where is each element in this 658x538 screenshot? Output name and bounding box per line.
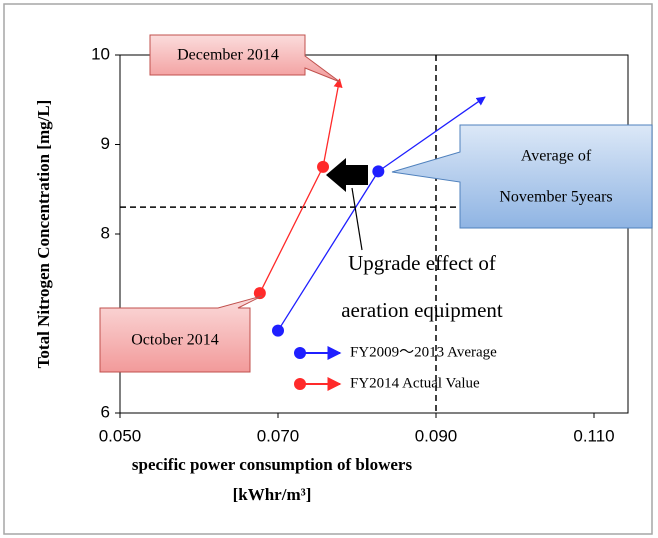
x-tick-label: 0.070 [257, 426, 300, 445]
x-tick-label: 0.050 [99, 426, 142, 445]
legend-marker [294, 347, 306, 359]
legend-label: FY2009～2013 Average [350, 344, 497, 360]
y-tick-label: 8 [101, 223, 110, 242]
point [272, 324, 284, 337]
callout [99, 295, 263, 373]
annotation: October 2014 [131, 332, 219, 349]
legend-marker [294, 378, 306, 390]
point [317, 160, 330, 173]
legend-label: FY2014 Actual Value [350, 375, 480, 391]
point [372, 165, 385, 178]
annotation: December 2014 [177, 47, 279, 64]
annotation: Average of [521, 148, 592, 165]
y-tick-label: 9 [101, 134, 110, 153]
y-tick-label: 6 [101, 402, 110, 421]
annotation: aeration equipment [341, 298, 503, 322]
effect-arrow [326, 158, 368, 192]
point [253, 287, 266, 300]
callout [149, 34, 341, 83]
annotation: Upgrade effect of [348, 251, 496, 275]
leader-line [351, 187, 363, 251]
x-axis-label: specific power consumption of blowers [132, 455, 413, 474]
x-axis-label: [kWhr/m³] [233, 485, 312, 504]
annotation: November 5years [499, 189, 612, 206]
outer-frame [3, 3, 653, 535]
x-tick-label: 0.110 [573, 426, 614, 445]
y-tick-label: 10 [91, 44, 110, 63]
y-axis-label: Total Nitrogen Concentration [mg/L] [34, 100, 53, 369]
x-tick-label: 0.090 [415, 426, 458, 445]
callout [391, 124, 653, 229]
